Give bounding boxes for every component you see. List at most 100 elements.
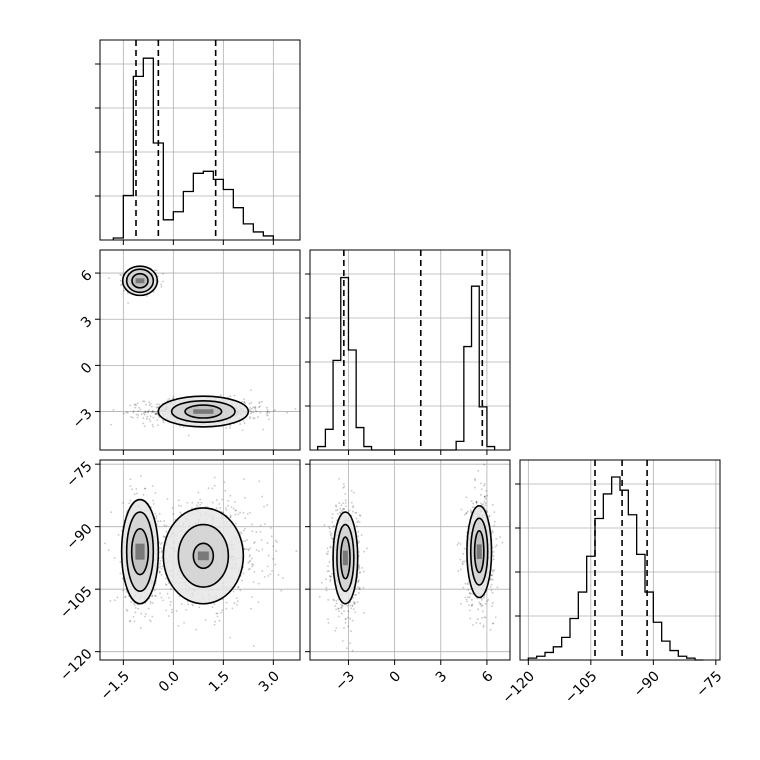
scatter-point — [340, 504, 343, 507]
scatter-point — [330, 534, 332, 537]
scatter-point — [163, 524, 166, 527]
scatter-point — [354, 593, 356, 596]
scatter-point — [129, 619, 131, 622]
scatter-point — [156, 403, 158, 406]
x-tick-label: −1.5 — [98, 668, 133, 703]
x-tick-label: 3.0 — [256, 668, 283, 695]
scatter-point — [149, 602, 152, 605]
contour-line — [131, 272, 149, 289]
contour-group — [466, 505, 493, 599]
scatter-point — [223, 481, 226, 484]
scatter-point — [495, 544, 498, 547]
scatter-point — [492, 558, 495, 561]
scatter-point — [357, 530, 360, 533]
scatter-point — [142, 493, 145, 496]
scatter-point — [467, 589, 470, 591]
scatter-point — [483, 484, 486, 487]
scatter-point — [122, 589, 125, 592]
scatter-point — [253, 541, 256, 544]
scatter-point — [148, 401, 151, 404]
scatter-point — [152, 291, 155, 293]
scatter-point — [457, 570, 460, 572]
scatter-point — [144, 613, 147, 615]
scatter-point — [156, 413, 159, 416]
scatter-point — [242, 572, 245, 575]
scatter-point — [323, 524, 326, 527]
scatter-point — [157, 406, 159, 409]
scatter-point — [129, 499, 132, 502]
contour-line — [473, 530, 485, 574]
scatter-point — [491, 602, 494, 604]
scatter-point — [161, 556, 163, 559]
scatter-point — [160, 551, 163, 554]
scatter-point — [183, 621, 185, 624]
contour-line — [121, 265, 159, 297]
scatter-point — [254, 409, 257, 411]
scatter-point — [147, 607, 150, 610]
scatter-point — [274, 563, 277, 566]
scatter-point — [153, 589, 156, 592]
scatter-point — [268, 411, 271, 414]
scatter-point — [328, 561, 331, 563]
scatter-point — [254, 407, 257, 410]
scatter-point — [355, 594, 357, 596]
scatter-point — [352, 510, 354, 513]
scatter-point — [132, 411, 135, 414]
scatter-point — [482, 503, 485, 505]
scatter-point — [269, 573, 272, 576]
scatter-point — [327, 618, 329, 621]
scatter-point — [267, 554, 270, 557]
scatter-point — [359, 588, 361, 591]
scatter-point — [493, 511, 496, 514]
scatter-point — [465, 598, 468, 601]
scatter-point — [493, 524, 496, 527]
scatter-point — [248, 560, 251, 563]
scatter-point — [236, 600, 239, 603]
scatter-point — [355, 525, 358, 528]
histogram-panel-p2 — [305, 249, 511, 455]
scatter-point — [483, 596, 485, 599]
scatter-point — [150, 410, 153, 413]
scatter-point — [165, 609, 168, 612]
scatter-point — [119, 279, 122, 282]
contour-line — [466, 505, 493, 599]
scatter-point — [138, 406, 141, 409]
scatter-point — [158, 403, 160, 406]
scatter-point — [133, 493, 136, 495]
scatter-point — [227, 504, 229, 507]
scatter-point — [155, 412, 158, 415]
scatter-point — [247, 561, 250, 564]
scatter-point — [215, 499, 218, 501]
scatter-point — [342, 502, 345, 505]
scatter-point — [475, 500, 478, 503]
density-fill — [122, 266, 158, 296]
scatter-point — [248, 555, 251, 558]
scatter-point — [175, 610, 178, 612]
scatter-point — [272, 545, 275, 548]
scatter-point — [328, 527, 331, 530]
scatter-point — [149, 420, 152, 423]
scatter-point — [207, 487, 210, 490]
scatter-point — [250, 557, 253, 560]
scatter-point — [246, 512, 249, 515]
scatter-point — [350, 489, 353, 492]
scatter-point — [273, 410, 275, 412]
scatter-point — [468, 592, 471, 594]
scatter-point — [151, 615, 154, 618]
contour-group — [162, 507, 245, 605]
scatter-point — [162, 272, 164, 275]
scatter-point — [151, 410, 154, 413]
scatter-point — [163, 520, 166, 522]
y-tick-label: −3 — [70, 406, 96, 432]
scatter-point — [134, 406, 137, 409]
scatter-point — [280, 589, 283, 592]
scatter-point — [127, 302, 130, 304]
scatter-point — [356, 601, 359, 604]
scatter-point — [109, 600, 112, 602]
scatter-point — [108, 277, 110, 280]
scatter-point — [213, 484, 216, 487]
scatter-point — [148, 404, 151, 407]
scatter-point — [250, 607, 252, 610]
scatter-point — [488, 514, 491, 517]
scatter-point — [229, 424, 232, 427]
